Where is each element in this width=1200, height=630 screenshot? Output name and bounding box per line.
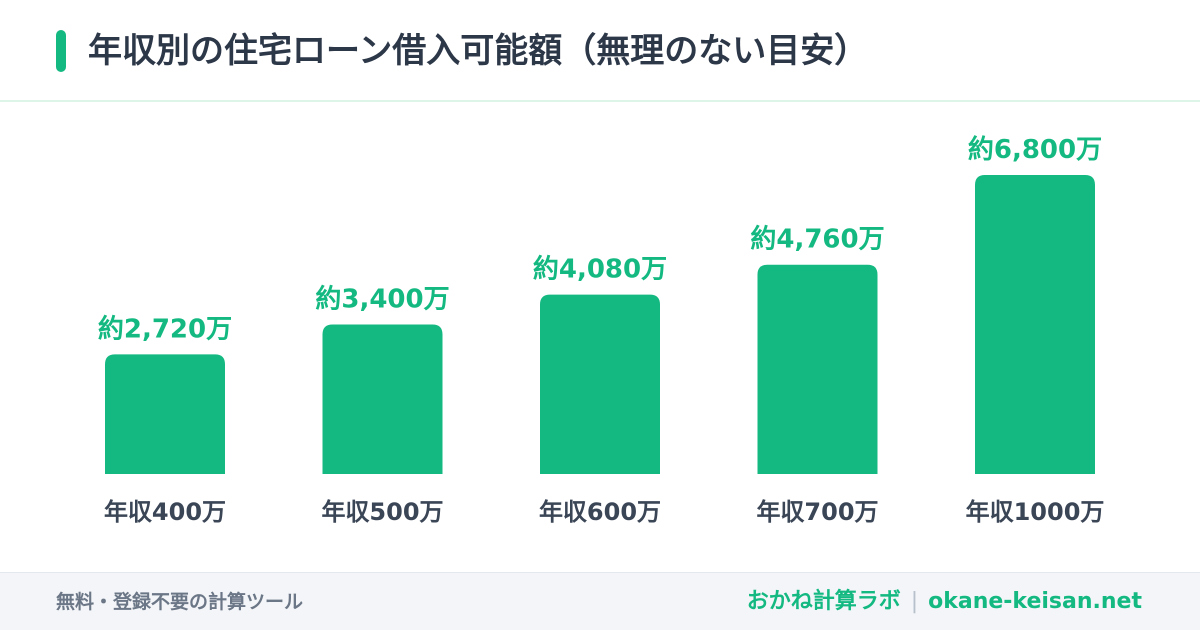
data-label-3: 約4,080万 <box>533 254 667 285</box>
footer-domain: okane-keisan.net <box>928 589 1142 614</box>
category-label-4: 年収700万 <box>756 498 878 526</box>
footer: 無料・登録不要の計算ツール おかね計算ラボ | okane-keisan.net <box>0 572 1200 630</box>
header-divider <box>0 100 1200 102</box>
bar-1 <box>105 354 225 474</box>
page-title: 年収別の住宅ローン借入可能額（無理のない目安） <box>88 31 869 71</box>
footer-tagline: 無料・登録不要の計算ツール <box>56 591 304 613</box>
bar-5 <box>975 175 1095 474</box>
footer-separator: | <box>910 589 919 614</box>
bar-chart: 約2,720万 年収400万 約3,400万 年収500万 約4,080万 年収600万 約… <box>0 102 1200 572</box>
title-accent-bar <box>56 30 66 72</box>
data-label-2: 約3,400万 <box>315 284 449 315</box>
data-label-5: 約6,800万 <box>968 134 1102 165</box>
category-label-3: 年収600万 <box>539 498 661 526</box>
bar-3 <box>540 294 660 474</box>
data-label-1: 約2,720万 <box>98 313 232 344</box>
category-label-2: 年収500万 <box>321 498 443 526</box>
category-label-1: 年収400万 <box>104 498 226 526</box>
bar-2 <box>322 324 443 474</box>
category-label-5: 年収1000万 <box>966 498 1105 526</box>
header: 年収別の住宅ローン借入可能額（無理のない目安） <box>0 0 1200 100</box>
data-label-4: 約4,760万 <box>750 224 884 255</box>
footer-brand-block: おかね計算ラボ | okane-keisan.net <box>747 573 1142 630</box>
bar-4 <box>757 264 878 474</box>
footer-brand: おかね計算ラボ <box>746 589 901 614</box>
